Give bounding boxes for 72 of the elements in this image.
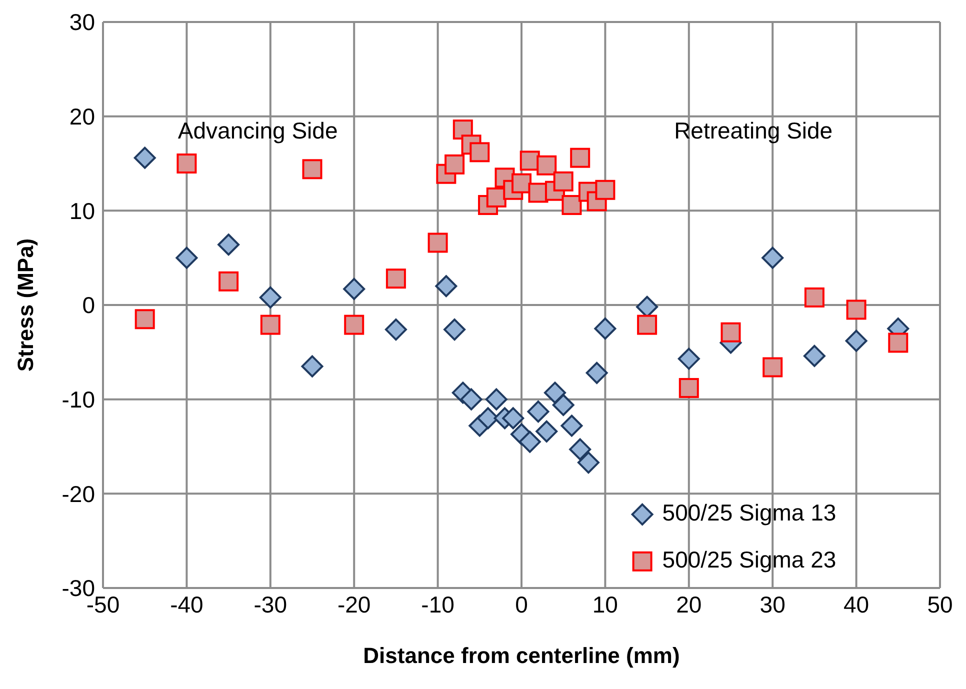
point <box>536 155 557 176</box>
x-tick-label: -40 <box>170 591 204 618</box>
point <box>444 154 465 174</box>
point <box>762 246 784 269</box>
annotation: Retreating Side <box>674 117 833 144</box>
point <box>470 142 490 162</box>
x-axis-title: Distance from centerline (mm) <box>363 643 680 668</box>
x-tick-label: 10 <box>592 591 618 618</box>
point <box>594 318 616 340</box>
point <box>560 414 583 437</box>
point <box>302 159 322 180</box>
x-tick-label: 0 <box>515 591 528 618</box>
point <box>435 275 458 298</box>
y-tick-label: -20 <box>62 480 95 507</box>
point <box>502 407 524 430</box>
y-tick-label: 10 <box>69 198 95 224</box>
y-tick-label: -10 <box>62 386 95 412</box>
point <box>562 195 582 216</box>
point <box>678 378 699 398</box>
point <box>384 318 407 341</box>
point <box>888 332 908 353</box>
point <box>134 309 155 330</box>
point <box>485 388 508 410</box>
point <box>460 388 482 410</box>
point <box>527 400 550 423</box>
point <box>218 271 239 292</box>
legend-label: 500/25 Sigma 23 <box>662 546 836 572</box>
x-tick-label: 50 <box>927 591 953 618</box>
y-tick-label: 0 <box>82 292 95 318</box>
point <box>218 234 240 256</box>
x-tick-label: 40 <box>844 591 870 618</box>
point <box>344 314 364 335</box>
x-tick-label: 20 <box>676 591 702 618</box>
y-axis-title: Stress (MPa) <box>12 238 38 372</box>
point <box>486 187 506 208</box>
point <box>260 314 280 335</box>
point <box>637 314 658 335</box>
point <box>569 438 592 460</box>
x-tick-label: -10 <box>421 591 454 618</box>
point <box>428 232 448 253</box>
point <box>134 146 156 169</box>
point <box>552 394 574 416</box>
point <box>720 322 741 342</box>
point <box>570 148 590 168</box>
point <box>586 362 608 384</box>
point <box>762 357 783 378</box>
point <box>536 420 558 442</box>
point <box>512 173 532 194</box>
point <box>176 246 198 269</box>
x-tick-label: -30 <box>254 591 288 618</box>
y-tick-label: 20 <box>69 104 95 130</box>
y-tick-label: 30 <box>69 9 95 36</box>
point <box>544 382 566 404</box>
point <box>845 330 868 352</box>
point <box>595 180 616 200</box>
point <box>518 430 541 453</box>
point <box>343 278 366 300</box>
point <box>804 287 824 308</box>
point <box>301 355 324 378</box>
legend-label: 500/25 Sigma 13 <box>662 500 836 526</box>
point <box>386 268 406 289</box>
point <box>553 171 574 192</box>
point <box>176 154 197 174</box>
point <box>259 286 282 308</box>
point <box>803 344 826 367</box>
annotation: Advancing Side <box>178 117 338 144</box>
x-tick-label: 30 <box>760 591 786 618</box>
point <box>678 348 700 370</box>
point <box>846 300 866 320</box>
point <box>444 318 466 341</box>
x-tick-label: -20 <box>337 591 371 618</box>
point <box>577 452 600 474</box>
